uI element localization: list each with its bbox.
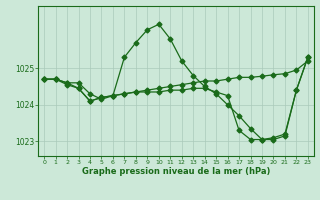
X-axis label: Graphe pression niveau de la mer (hPa): Graphe pression niveau de la mer (hPa) [82,167,270,176]
